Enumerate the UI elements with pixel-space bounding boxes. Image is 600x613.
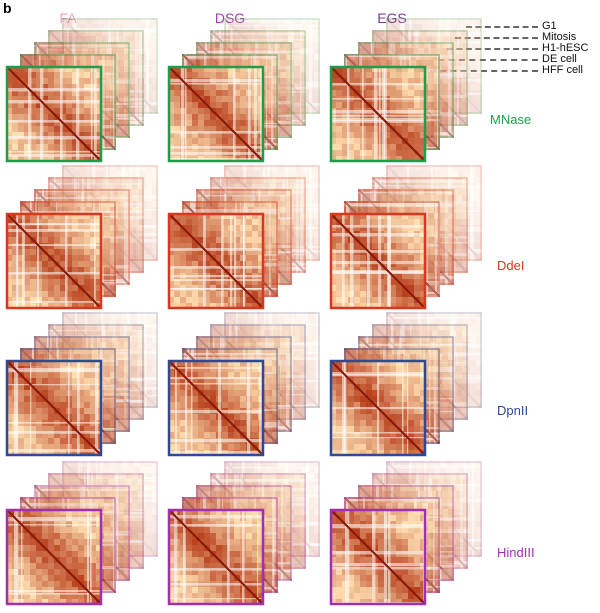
heatmap-stack-hindiii-egs bbox=[329, 461, 482, 606]
heatmap-layer-g1 bbox=[5, 65, 103, 163]
heatmap-layer-g1 bbox=[5, 212, 103, 310]
heatmap-layer-g1 bbox=[329, 65, 427, 163]
heatmap-layer-g1 bbox=[5, 508, 103, 606]
heatmap-stack-mnase-egs bbox=[329, 18, 482, 163]
legend-label-h1hesc: H1-hESC bbox=[542, 42, 589, 54]
legend-label-hffcell: HFF cell bbox=[542, 64, 583, 76]
heatmap-stack-hindiii-dsg bbox=[167, 461, 320, 606]
heatmap-stack-ddei-egs bbox=[329, 165, 482, 310]
heatmap-stack-hindiii-fa bbox=[5, 461, 158, 606]
heatmap-layer-g1 bbox=[329, 359, 427, 457]
heatmap-stack-mnase-fa bbox=[5, 18, 158, 163]
legend-label-g1: G1 bbox=[542, 20, 557, 32]
legend-line-g1 bbox=[466, 26, 538, 28]
legend-line-decell bbox=[438, 59, 538, 61]
heatmap-stack-ddei-dsg bbox=[167, 165, 320, 310]
heatmap-stack-dpnii-egs bbox=[329, 312, 482, 457]
legend-line-mitosis bbox=[455, 37, 538, 39]
heatmap-stack-dpnii-dsg bbox=[167, 312, 320, 457]
heatmap-stack-mnase-dsg bbox=[167, 18, 320, 163]
legend-label-mitosis: Mitosis bbox=[542, 31, 577, 43]
heatmap-layer-g1 bbox=[167, 65, 265, 163]
heatmap-stack-ddei-fa bbox=[5, 165, 158, 310]
row-label-ddei: DdeI bbox=[497, 258, 525, 273]
heatmap-layer-g1 bbox=[329, 508, 427, 606]
legend-label-decell: DE cell bbox=[542, 53, 577, 65]
panel-letter: b bbox=[3, 0, 12, 16]
heatmap-layer-g1 bbox=[167, 212, 265, 310]
row-label-dpnii: DpnII bbox=[497, 403, 529, 418]
legend-line-hffcell bbox=[430, 70, 538, 72]
legend-line-h1hesc bbox=[447, 48, 538, 50]
heatmap-layer-g1 bbox=[329, 212, 427, 310]
row-label-hindiii: HindIII bbox=[497, 545, 535, 560]
heatmap-stack-dpnii-fa bbox=[5, 312, 158, 457]
heatmap-layer-g1 bbox=[167, 359, 265, 457]
heatmap-layer-g1 bbox=[167, 508, 265, 606]
heatmap-layer-g1 bbox=[5, 359, 103, 457]
row-label-mnase: MNase bbox=[490, 112, 532, 127]
